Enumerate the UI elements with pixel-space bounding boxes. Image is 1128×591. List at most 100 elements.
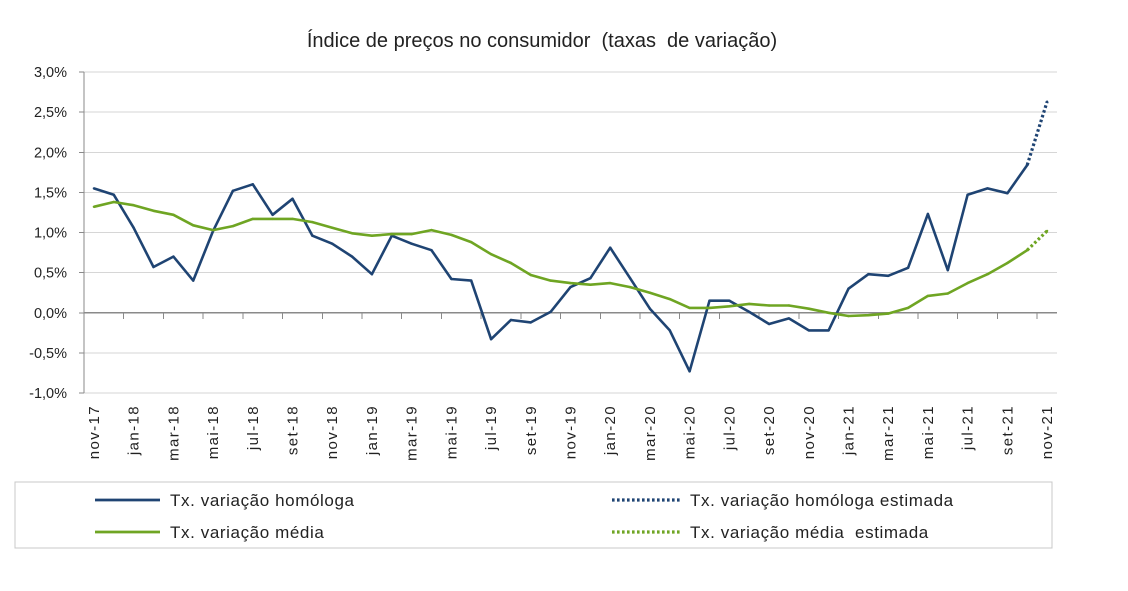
tx-variacao-homologa-estimada-point — [1045, 100, 1049, 103]
tx-variacao-media-point — [152, 209, 155, 212]
legend-box — [14, 481, 1053, 549]
tx-variacao-homologa-point — [152, 265, 155, 269]
tx-variacao-media-point — [648, 291, 652, 294]
tx-variacao-homologa-point — [350, 255, 354, 258]
x-tick-label: mar-21 — [880, 405, 897, 461]
x-tick-label: jan-19 — [364, 405, 381, 456]
tx-variacao-media-point — [847, 314, 850, 318]
x-tick-label: set-21 — [999, 405, 1016, 455]
tx-variacao-homologa-point — [172, 255, 175, 258]
tx-variacao-homologa-estimada-legend-label: Tx. variação homóloga estimada — [690, 491, 954, 510]
y-tick-label: 0,5% — [34, 266, 67, 282]
tx-variacao-homologa-point — [470, 279, 473, 282]
tx-variacao-homologa-point — [112, 193, 116, 196]
legend: Tx. variação homóloga Tx. variação homólo… — [14, 481, 1053, 549]
tx-variacao-homologa-point — [867, 273, 870, 276]
tx-variacao-media-point — [410, 232, 413, 236]
tx-variacao-media-point — [370, 234, 374, 237]
tx-variacao-media-point — [767, 304, 771, 307]
tx-variacao-homologa-point — [807, 329, 810, 332]
tx-variacao-homologa-legend-label: Tx. variação homóloga — [170, 491, 355, 510]
x-tick-label: nov-18 — [324, 405, 341, 459]
tx-variacao-media-point — [311, 220, 314, 224]
tx-variacao-media-point — [112, 200, 116, 204]
tx-variacao-media-point — [688, 306, 691, 310]
x-tick-label: nov-17 — [86, 405, 103, 459]
tx-variacao-media-point — [728, 305, 731, 308]
tx-variacao-homologa-point — [708, 299, 711, 302]
tx-variacao-media-point — [132, 204, 135, 207]
x-tick-label: mar-20 — [642, 405, 659, 461]
tx-variacao-media-estimada-point — [1045, 229, 1049, 233]
tx-variacao-homologa-point — [847, 287, 850, 290]
tx-variacao-media-point — [251, 217, 254, 221]
x-tick-label: mai-18 — [205, 405, 222, 459]
tx-variacao-homologa-point — [331, 242, 334, 245]
tx-variacao-homologa-point — [966, 193, 969, 196]
tx-variacao-homologa-point — [311, 234, 314, 237]
x-tick-label: mar-19 — [404, 405, 421, 461]
tx-variacao-homologa-point — [728, 299, 731, 302]
x-tick-label: mai-20 — [682, 405, 699, 459]
tx-variacao-media-estimada-point — [1026, 249, 1029, 252]
tx-variacao-media-point — [489, 253, 493, 256]
y-tick-label: 1,0% — [34, 226, 67, 242]
tx-variacao-media-point — [470, 240, 473, 244]
tx-variacao-media-point — [946, 292, 949, 295]
tx-variacao-homologa-point — [688, 370, 691, 373]
tx-variacao-media-legend-label: Tx. variação média — [170, 523, 324, 542]
tx-variacao-media-point — [787, 304, 791, 307]
tx-variacao-homologa-point — [92, 187, 96, 190]
tx-variacao-homologa-point — [748, 310, 751, 314]
tx-variacao-media-point — [867, 314, 870, 317]
y-tick-label: -0,5% — [29, 346, 67, 362]
tx-variacao-homologa-point — [1006, 192, 1009, 195]
tx-variacao-media-point — [450, 233, 453, 237]
tx-variacao-media-point — [331, 226, 334, 229]
tx-variacao-media-point — [589, 283, 592, 286]
tx-variacao-homologa-point — [430, 249, 433, 252]
tx-variacao-homologa-point — [370, 273, 374, 276]
tx-variacao-media-point — [628, 285, 632, 289]
tx-variacao-homologa-point — [489, 338, 493, 341]
tx-variacao-media-point — [231, 224, 235, 228]
y-tick-label: 1,5% — [34, 185, 67, 201]
tx-variacao-media-point — [271, 217, 274, 221]
tx-variacao-homologa-point — [251, 183, 254, 186]
tx-variacao-homologa-point — [509, 318, 513, 322]
y-tick-label: 0,0% — [34, 306, 67, 322]
tx-variacao-homologa-point — [628, 277, 632, 280]
gridlines — [84, 71, 1057, 394]
tx-variacao-homologa-point — [192, 279, 195, 282]
tx-variacao-homologa-point — [668, 329, 671, 332]
tx-variacao-homologa-point — [767, 322, 771, 326]
x-tick-label: jul-21 — [960, 405, 977, 451]
tx-variacao-media-point — [92, 205, 96, 208]
tx-variacao-homologa-estimada-line — [1025, 101, 1049, 166]
tx-variacao-media-point — [211, 228, 215, 232]
x-tick-label: set-19 — [523, 405, 540, 455]
x-tick-label: mai-21 — [920, 405, 937, 459]
tx-variacao-homologa-point — [231, 189, 235, 192]
tx-variacao-media-point — [509, 261, 513, 265]
tx-variacao-homologa-point — [906, 266, 910, 269]
tx-variacao-homologa-point — [926, 212, 930, 216]
x-tick-label: mar-18 — [165, 405, 182, 461]
tx-variacao-homologa-line — [93, 164, 1029, 373]
tx-variacao-media-point — [986, 273, 989, 276]
tx-variacao-homologa-point — [529, 321, 532, 324]
tx-variacao-homologa-point — [787, 317, 791, 320]
x-tick-label: jul-19 — [483, 405, 500, 451]
tx-variacao-homologa-point — [986, 187, 989, 190]
tx-variacao-homologa-estimada-point — [1026, 163, 1029, 167]
tx-variacao-media-point — [1006, 261, 1009, 265]
x-tick-label: jan-18 — [126, 405, 143, 456]
tx-variacao-homologa-point — [609, 246, 612, 249]
tx-variacao-media-point — [430, 228, 433, 232]
tx-variacao-media-line — [93, 200, 1028, 318]
tx-variacao-homologa-point — [291, 197, 294, 200]
tx-variacao-media-point — [549, 279, 552, 282]
y-tick-label: 2,0% — [34, 145, 67, 161]
series-lines — [92, 100, 1049, 373]
tx-variacao-media-point — [827, 311, 830, 314]
